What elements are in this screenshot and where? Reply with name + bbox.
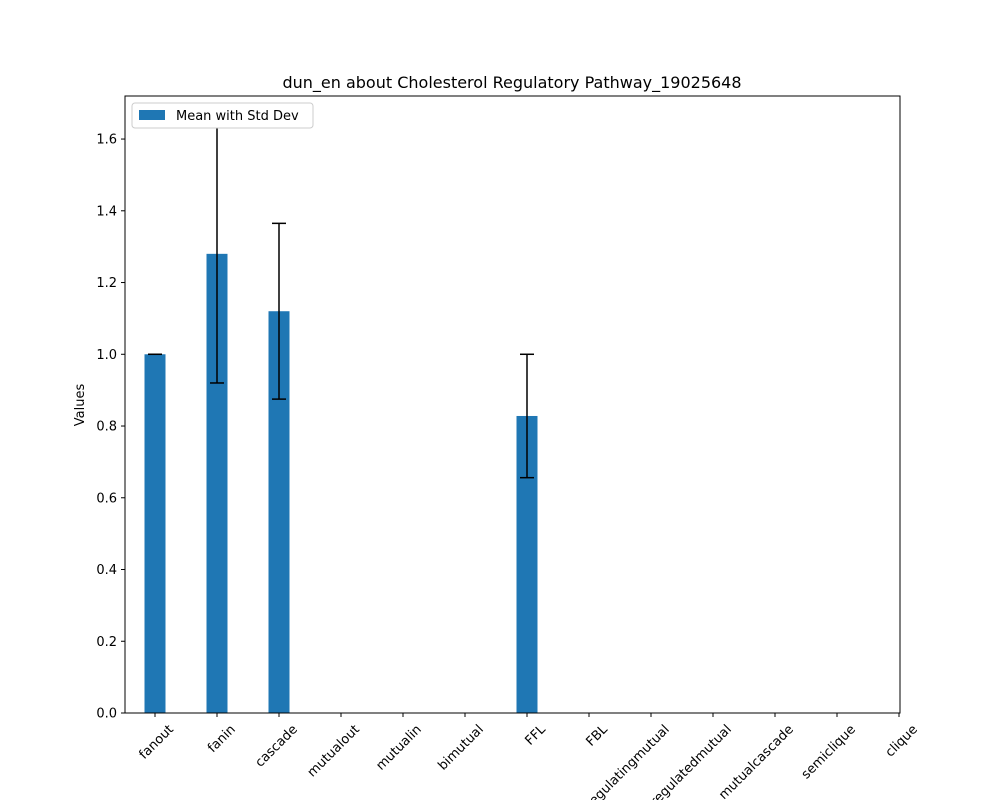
x-tick-label: cascade	[253, 722, 301, 770]
y-tick-label: 1.2	[96, 276, 117, 291]
x-tick-label: fanin	[205, 722, 239, 756]
x-tick-label: fanout	[136, 722, 176, 762]
y-tick-label: 0.0	[96, 707, 117, 722]
y-tick-label: 0.8	[96, 420, 117, 435]
x-tick-label: clique	[883, 722, 921, 760]
x-tick-label: FFL	[523, 722, 550, 749]
y-tick-label: 0.6	[96, 491, 117, 506]
y-axis-label: Values	[73, 384, 88, 427]
x-tick-label: FBL	[584, 722, 612, 750]
bars-group	[144, 253, 538, 713]
y-tick-label: 1.4	[96, 204, 117, 219]
legend-swatch	[139, 110, 165, 120]
plot-frame	[124, 95, 901, 714]
x-tick-label: bimutual	[435, 722, 486, 773]
bar-fanout	[144, 354, 166, 713]
x-axis: fanout fanin cascade mutualout mutualin bimut…	[136, 713, 921, 800]
legend: Mean with Std Dev	[131, 102, 314, 129]
bar-FFL	[516, 415, 538, 713]
bar-cascade	[268, 311, 290, 713]
y-tick-label: 1.6	[96, 133, 117, 148]
legend-frame	[131, 102, 314, 129]
y-tick-label: 1.0	[96, 348, 117, 363]
legend-label: Mean with Std Dev	[176, 109, 299, 124]
y-tick-label: 0.2	[96, 635, 117, 650]
bar-fanin	[206, 253, 228, 713]
y-tick-label: 0.4	[96, 563, 117, 578]
x-tick-label: semiclique	[799, 722, 859, 782]
chart-title: dun_en about Cholesterol Regulatory Path…	[282, 73, 741, 93]
y-axis: 0.0 0.2 0.4 0.6 0.8 1.0 1.2 1.4 1.6	[96, 133, 125, 722]
errorbars-group	[148, 123, 534, 479]
x-tick-label: mutualin	[373, 722, 424, 773]
x-tick-label: mutualout	[305, 722, 363, 780]
